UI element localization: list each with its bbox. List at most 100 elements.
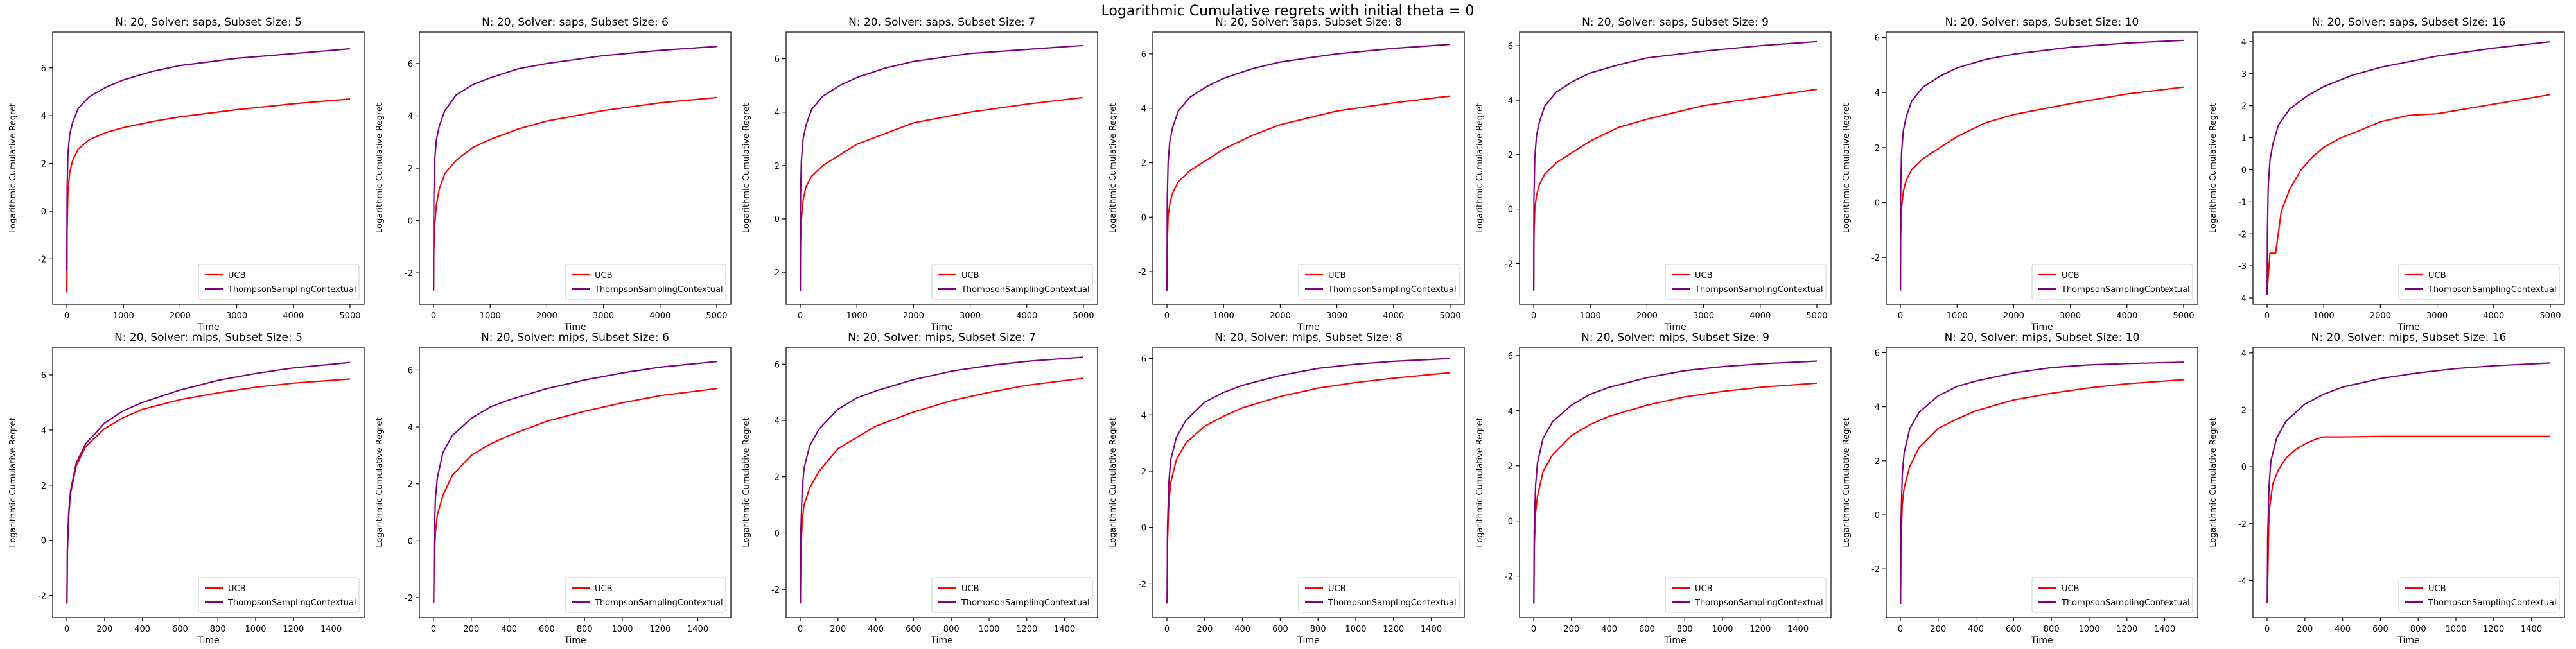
x-tick-label: 800 [943,625,959,634]
legend-label: UCB [2428,584,2446,594]
series-line-ucb [1900,86,2184,291]
x-tick-label: 2000 [536,311,557,321]
y-tick-label: 0 [2241,463,2247,472]
subplot-title: N: 20, Solver: mips, Subset Size: 16 [2311,331,2507,344]
x-tick-label: 5000 [1439,311,1460,321]
x-tick-label: 4000 [2483,311,2504,321]
x-tick-label: 1200 [283,625,304,634]
subplot: 0 200 400 600 800 1000 1200 1400 -2 0 2 4 6 N: 20, So… [742,331,1098,646]
series-line-ucb [799,96,1084,291]
axes-frame [2252,31,2565,305]
series-line-thompson [432,46,717,291]
x-tick-label: 1000 [480,311,501,321]
x-tick-label: 1000 [1345,625,1366,634]
series-line-thompson [66,361,351,604]
x-tick-label: 800 [1310,625,1326,634]
legend-label: UCB [1328,584,1346,594]
legend-label: ThompsonSamplingContextual [2061,598,2190,608]
legend-label: UCB [961,584,979,594]
x-tick-label: 4000 [283,311,304,321]
x-tick-label: 1400 [1054,625,1075,634]
y-tick-label: 6 [41,371,46,381]
series-line-ucb [1166,372,1451,604]
subplot: 0 1000 2000 3000 4000 5000 -2 0 2 4 6 N: 20, Solver… [742,16,1098,333]
y-tick-label: 6 [1141,355,1146,365]
y-tick-label: 4 [41,426,46,436]
x-tick-label: 200 [463,625,479,634]
subplot: 0 1000 2000 3000 4000 5000 -2 0 2 4 6 N: 20, Solver… [1475,16,1832,333]
x-tick-label: 0 [1898,625,1903,634]
y-tick-label: -3 [2238,262,2247,272]
y-tick-label: -2 [1138,268,1146,277]
subplot-title: N: 20, Solver: mips, Subset Size: 10 [1945,331,2140,344]
legend-label: ThompsonSamplingContextual [227,598,356,608]
axes-frame [1152,347,1465,618]
legend-box [1665,264,1827,300]
x-tick-label: 1000 [1213,311,1234,321]
y-tick-label: 2 [2241,102,2247,112]
y-tick-label: 4 [1875,89,1880,98]
x-tick-label: 800 [2410,625,2426,634]
subplot-title: N: 20, Solver: mips, Subset Size: 5 [114,331,302,344]
y-tick-label: 0 [1141,213,1146,223]
y-tick-label: 2 [41,160,46,169]
series-line-ucb [66,98,351,293]
x-tick-label: 4000 [649,311,670,321]
legend-label: UCB [961,271,979,281]
y-tick-label: -2 [1871,565,1880,575]
y-axis-label: Logarithmic Cumulative Regret [375,103,385,233]
legend-box [565,264,726,300]
x-axis-label: Time [2397,322,2419,333]
subplot-title: N: 20, Solver: mips, Subset Size: 6 [481,331,669,344]
legend-label: ThompsonSamplingContextual [1694,285,1823,295]
x-tick-label: 0 [431,625,436,634]
x-tick-label: 5000 [2173,311,2194,321]
x-tick-label: 1000 [2445,625,2466,634]
y-tick-label: 6 [1875,34,1880,44]
x-tick-label: 1000 [978,625,999,634]
y-tick-label: -2 [1138,580,1146,589]
x-tick-label: 1400 [2521,625,2542,634]
axes-frame [1886,347,2198,618]
x-tick-label: 5000 [706,311,727,321]
y-tick-label: 2 [775,473,780,483]
y-tick-label: 4 [1141,411,1146,420]
y-tick-label: 3 [2241,70,2247,80]
legend-label: ThompsonSamplingContextual [594,598,723,608]
legend-box [931,264,1093,300]
y-tick-label: 4 [41,112,46,121]
series-line-ucb [2266,94,2551,292]
x-tick-label: 800 [2044,625,2060,634]
x-tick-label: 0 [798,625,803,634]
x-tick-label: 800 [577,625,593,634]
legend-label: UCB [1328,271,1346,281]
x-tick-label: 3000 [1693,311,1714,321]
legend-box [1665,577,1827,613]
legend-box [2031,264,2193,300]
axes-frame [52,347,365,618]
series-line-thompson [1900,39,2184,291]
x-tick-label: 600 [539,625,555,634]
y-tick-label: 2 [775,162,780,171]
x-axis-label: Time [930,636,952,646]
series-line-ucb [432,96,717,291]
y-axis-label: Logarithmic Cumulative Regret [1842,417,1852,547]
y-axis-label: Logarithmic Cumulative Regret [742,417,751,547]
y-tick-label: -4 [2238,294,2247,304]
legend-box [198,264,360,300]
series-line-thompson [66,48,351,271]
legend: UCB ThompsonSamplingContextual [1665,577,1827,613]
x-tick-label: 2000 [170,311,191,321]
series-line-thompson [2266,362,2551,603]
x-axis-label: Time [1663,322,1686,333]
subplot: 0 1000 2000 3000 4000 5000 -2 0 2 4 6 N: 20, Solver… [1842,16,2198,333]
x-tick-label: 1200 [649,625,670,634]
y-axis-label: Logarithmic Cumulative Regret [1475,103,1485,233]
y-tick-label: 0 [775,215,780,225]
x-tick-label: 1000 [245,625,266,634]
legend: UCB ThompsonSamplingContextual [198,264,360,300]
y-tick-label: -2 [1505,573,1513,582]
y-tick-label: 0 [1508,517,1513,527]
x-tick-label: 1400 [1421,625,1442,634]
